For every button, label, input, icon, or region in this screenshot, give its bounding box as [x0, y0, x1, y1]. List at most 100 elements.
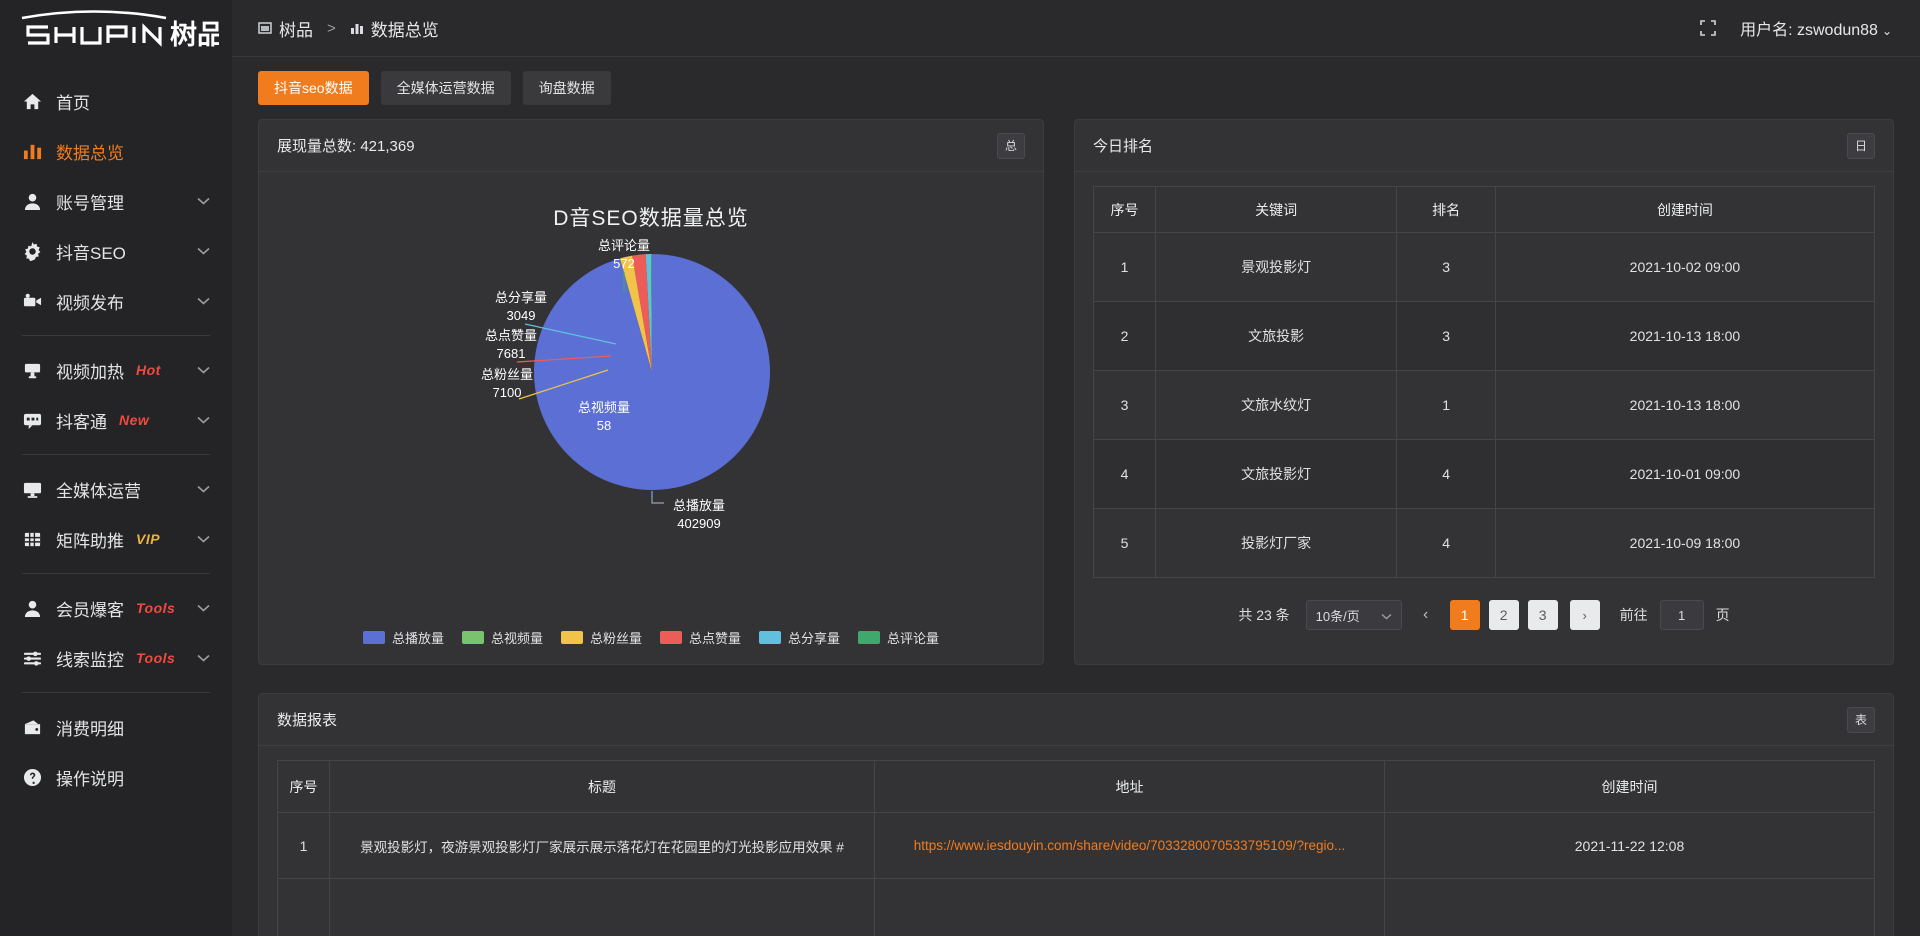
pagination-prev[interactable]: ‹ — [1423, 606, 1429, 623]
sidebar-item-1[interactable]: 数据总览 — [0, 126, 232, 176]
chart-card-header: 展现量总数: 421,369 总 — [259, 120, 1043, 172]
topbar-right: 用户名: zswodun88 ⌄ — [1698, 16, 1892, 40]
sidebar-item-4[interactable]: 视频发布 — [0, 276, 232, 326]
table-row[interactable]: 2 文旅投影 3 2021-10-13 18:00 — [1093, 301, 1876, 371]
rank-cell-rank: 4 — [1396, 439, 1496, 509]
legend-item-0[interactable]: 总播放量 — [362, 628, 444, 647]
legend-label: 总评论量 — [887, 630, 940, 646]
user-icon — [20, 192, 44, 211]
report-card: 数据报表 表 序号 标题 地址 创建时间 1 景观投影灯，夜游景观投影灯厂家展示展示落花… — [258, 693, 1894, 936]
chevron-down-icon — [197, 197, 210, 205]
sidebar-item-3[interactable]: 抖音SEO — [0, 226, 232, 276]
table-row[interactable]: 4 文旅投影灯 4 2021-10-01 09:00 — [1093, 439, 1876, 509]
sidebar-item-8[interactable]: 矩阵助推 VIP — [0, 514, 232, 564]
fullscreen-icon[interactable] — [1698, 18, 1718, 38]
rank-cell-keyword: 文旅投影 — [1154, 301, 1398, 371]
sidebar-item-label: 线索监控 — [56, 650, 124, 670]
tab-2[interactable]: 询盘数据 — [522, 71, 611, 105]
sidebar-item-11[interactable]: 消费明细 — [0, 702, 232, 752]
sidebar-item-6[interactable]: 抖客通 New — [0, 395, 232, 445]
tab-0[interactable]: 抖音seo数据 — [258, 71, 369, 105]
sidebar-item-10[interactable]: 线索监控 Tools — [0, 633, 232, 683]
pie-value-comments: 572 — [613, 256, 635, 271]
legend-item-3[interactable]: 总点赞量 — [660, 628, 741, 647]
chevron-down-icon — [197, 366, 210, 374]
sidebar-item-label: 数据总览 — [56, 143, 124, 163]
rank-table-body: 1 景观投影灯 3 2021-10-02 09:00 2 文旅投影 3 2021-10-13 … — [1093, 232, 1876, 578]
report-col-3: 创建时间 — [1384, 760, 1875, 813]
pagination-jump-label: 前往 — [1619, 607, 1648, 623]
table-row[interactable]: 1 景观投影灯 3 2021-10-02 09:00 — [1093, 232, 1876, 302]
legend-item-1[interactable]: 总视频量 — [461, 628, 543, 647]
pie-leader-line-1 — [518, 369, 609, 400]
breadcrumb-item-root[interactable]: 树品 — [258, 16, 313, 41]
sidebar-divider — [22, 335, 210, 336]
rank-day-toggle[interactable]: 日 — [1846, 132, 1875, 159]
pie-slice-5[interactable] — [650, 253, 652, 372]
rank-table: 序号 关键词 排名 创建时间 1 景观投影灯 3 2021-10-02 09:00 2 文旅投影… — [1093, 186, 1876, 578]
sidebar-item-5[interactable]: 视频加热 Hot — [0, 345, 232, 395]
top-row: 展现量总数: 421,369 总 D音SEO数据量总览 总评论量 572 总分享量 3… — [258, 119, 1894, 665]
member-icon — [20, 599, 44, 618]
tab-1[interactable]: 全媒体运营数据 — [380, 71, 511, 105]
breadcrumb-item-current[interactable]: 数据总览 — [350, 16, 439, 41]
rank-cell-idx: 3 — [1093, 370, 1156, 440]
wallet-icon — [20, 718, 44, 737]
table-row[interactable] — [277, 878, 1875, 936]
user-menu[interactable]: 用户名: zswodun88 ⌄ — [1740, 16, 1892, 40]
sidebar-item-badge: VIP — [136, 531, 161, 547]
sidebar-item-2[interactable]: 账号管理 — [0, 176, 232, 226]
legend-item-5[interactable]: 总评论量 — [858, 628, 939, 647]
pie-slice-0[interactable] — [533, 254, 770, 490]
pie-slice-3[interactable] — [632, 254, 652, 372]
sidebar-item-7[interactable]: 全媒体运营 — [0, 464, 232, 514]
rank-cell-keyword: 文旅投影灯 — [1154, 439, 1398, 509]
window-icon — [258, 21, 272, 35]
pagination-next[interactable]: › — [1569, 600, 1600, 630]
report-card-title: 数据报表 — [277, 712, 338, 729]
report-cell-title: 景观投影灯，夜游景观投影灯厂家展示展示落花灯在花园里的灯光投影应用效果 # — [329, 812, 875, 879]
pie-value-fans: 7100 — [493, 385, 522, 400]
legend-label: 总点赞量 — [689, 630, 742, 646]
sidebar-item-12[interactable]: 操作说明 — [0, 752, 232, 802]
sidebar-item-0[interactable]: 首页 — [0, 76, 232, 126]
legend-swatch — [362, 630, 385, 644]
rank-cell-keyword: 文旅水纹灯 — [1154, 370, 1398, 440]
legend-swatch — [560, 630, 583, 644]
sidebar-divider — [22, 692, 210, 693]
pie-label-likes: 总点赞量 — [485, 328, 537, 343]
report-table-toggle[interactable]: 表 — [1846, 706, 1875, 733]
rank-cell-created: 2021-10-09 18:00 — [1494, 508, 1876, 578]
pie-slice-2[interactable] — [620, 255, 652, 372]
pie-slice-4[interactable] — [645, 254, 652, 372]
pie-value-plays: 402909 — [677, 516, 720, 531]
rank-card-title: 今日排名 — [1093, 138, 1154, 155]
table-row[interactable]: 3 文旅水纹灯 1 2021-10-13 18:00 — [1093, 370, 1876, 440]
breadcrumb-root-label: 树品 — [279, 20, 313, 40]
sidebar-item-label: 抖客通 — [56, 412, 107, 432]
sidebar-item-label: 账号管理 — [56, 193, 124, 213]
legend-label: 总粉丝量 — [589, 630, 642, 646]
pagination-page-3[interactable]: 3 — [1527, 600, 1558, 630]
pagination-page-2[interactable]: 2 — [1488, 600, 1519, 630]
sidebar-item-9[interactable]: 会员爆客 Tools — [0, 583, 232, 633]
pagination-total: 共 23 条 — [1238, 607, 1290, 623]
page-size-select[interactable]: 10条/页 — [1305, 600, 1402, 630]
report-url-link[interactable]: https://www.iesdouyin.com/share/video/70… — [913, 838, 1346, 853]
rank-cell-idx: 5 — [1093, 508, 1156, 578]
pie-chart[interactable]: 总评论量 572 总分享量 3049 总点赞量 7681 总粉丝量 7100 总视频量 58 总播放… — [259, 172, 1045, 602]
report-card-header: 数据报表 表 — [259, 694, 1893, 746]
chart-legend: 总播放量 总视频量 总粉丝量 总点赞量 总分享量 总评论量 — [259, 610, 1043, 664]
legend-item-2[interactable]: 总粉丝量 — [560, 628, 642, 647]
pagination-page-1[interactable]: 1 — [1449, 600, 1480, 630]
tab-bar: 抖音seo数据 全媒体运营数据 询盘数据 — [232, 56, 1920, 119]
table-row[interactable]: 5 投影灯厂家 4 2021-10-09 18:00 — [1093, 508, 1876, 578]
brand-logo[interactable]: 树品 — [0, 0, 232, 62]
pie-chart-area: D音SEO数据量总览 总评论量 572 总分享量 3049 总点赞量 7681 总粉丝量 71… — [259, 172, 1043, 610]
pagination-jump-input[interactable] — [1659, 600, 1704, 630]
sidebar-divider — [22, 573, 210, 574]
chart-total-toggle[interactable]: 总 — [996, 132, 1025, 159]
legend-item-4[interactable]: 总分享量 — [759, 628, 840, 647]
table-row[interactable]: 1 景观投影灯，夜游景观投影灯厂家展示展示落花灯在花园里的灯光投影应用效果 # ht… — [277, 812, 1875, 879]
pie-slice-1[interactable] — [619, 258, 652, 372]
